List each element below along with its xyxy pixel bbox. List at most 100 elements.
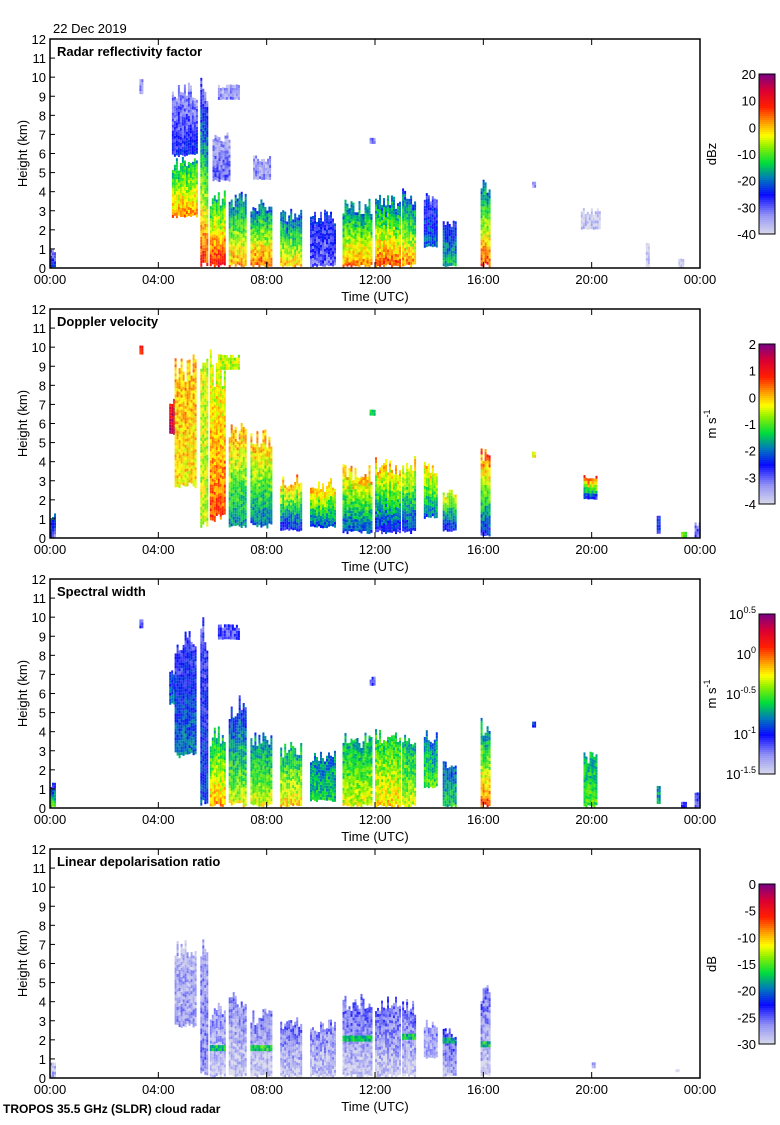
echo-cell	[443, 221, 445, 224]
echo-cell	[252, 255, 254, 258]
echo-cell	[190, 187, 192, 190]
colorbar-step	[759, 160, 775, 162]
echo-cell	[227, 148, 229, 151]
echo-cell	[222, 358, 224, 361]
echo-cell	[174, 171, 176, 174]
echo-cell	[485, 230, 487, 233]
echo-cell	[345, 215, 347, 218]
echo-cell	[218, 424, 220, 427]
echo-cell	[202, 179, 204, 182]
colorbar-step	[759, 196, 775, 198]
echo-cell	[260, 483, 262, 486]
echo-cell	[174, 198, 176, 201]
echo-cell	[210, 451, 212, 454]
echo-cell	[237, 474, 239, 477]
echo-cell	[239, 485, 241, 488]
echo-cell	[481, 245, 483, 248]
echo-cell	[265, 171, 267, 174]
echo-cell	[260, 474, 262, 477]
echo-cell	[426, 226, 428, 229]
echo-cell	[216, 212, 218, 215]
echo-cell	[280, 221, 282, 224]
echo-cell	[204, 369, 206, 372]
echo-cell	[235, 451, 237, 454]
echo-cell	[177, 415, 179, 418]
echo-cell	[353, 236, 355, 239]
echo-cell	[204, 420, 206, 423]
echo-cell	[250, 433, 252, 436]
echo-cell	[316, 252, 318, 255]
echo-cell	[361, 256, 363, 259]
echo-cell	[200, 453, 202, 456]
echo-cell	[334, 256, 336, 259]
echo-cell	[229, 256, 231, 259]
echo-cell	[181, 383, 183, 386]
colorbar-step	[759, 222, 775, 224]
echo-cell	[228, 97, 230, 100]
echo-cell	[188, 101, 190, 104]
echo-cell	[200, 180, 202, 183]
echo-cell	[365, 261, 367, 264]
echo-cell	[239, 431, 241, 434]
echo-cell	[314, 221, 316, 224]
echo-cell	[372, 138, 374, 141]
echo-cell	[381, 223, 383, 226]
echo-cell	[391, 196, 393, 199]
echo-cell	[185, 460, 187, 463]
echo-cell	[216, 227, 218, 230]
echo-cell	[487, 223, 489, 226]
echo-cell	[229, 482, 231, 485]
echo-cell	[184, 182, 186, 185]
echo-cell	[326, 250, 328, 253]
echo-cell	[200, 210, 202, 213]
echo-cell	[294, 213, 296, 216]
echo-cell	[314, 254, 316, 257]
echo-cell	[224, 404, 226, 407]
echo-cell	[220, 430, 222, 433]
echo-cell	[182, 96, 184, 99]
echo-cell	[253, 159, 255, 162]
echo-cell	[229, 146, 231, 149]
echo-cell	[262, 239, 264, 242]
echo-cell	[397, 233, 399, 236]
echo-cell	[290, 221, 292, 224]
echo-cell	[451, 260, 453, 263]
echo-cell	[252, 216, 254, 219]
echo-cell	[320, 227, 322, 230]
echo-cell	[187, 444, 189, 447]
echo-cell	[328, 236, 330, 239]
echo-cell	[182, 205, 184, 208]
echo-cell	[200, 96, 202, 99]
echo-cell	[426, 223, 428, 226]
echo-cell	[195, 377, 197, 380]
echo-cell	[349, 253, 351, 256]
echo-cell	[221, 174, 223, 177]
echo-cell	[487, 250, 489, 253]
echo-cell	[195, 371, 197, 374]
echo-cell	[179, 434, 181, 437]
echo-cell	[377, 203, 379, 206]
echo-cell	[252, 444, 254, 447]
echo-cell	[202, 239, 204, 242]
echo-cell	[175, 475, 177, 478]
echo-cell	[258, 240, 260, 243]
echo-cell	[230, 85, 232, 88]
echo-cell	[191, 394, 193, 397]
echo-cell	[185, 427, 187, 430]
echo-cell	[455, 224, 457, 227]
echo-cell	[222, 461, 224, 464]
echo-cell	[224, 374, 226, 377]
echo-cell	[296, 235, 298, 238]
echo-cell	[204, 116, 206, 119]
echo-cell	[243, 256, 245, 259]
echo-cell	[406, 199, 408, 202]
echo-cell	[177, 391, 179, 394]
echo-cell	[399, 223, 401, 226]
echo-cell	[182, 184, 184, 187]
echo-cell	[399, 241, 401, 244]
echo-cell	[202, 245, 204, 248]
echo-cell	[194, 113, 196, 116]
echo-cell	[185, 388, 187, 391]
echo-cell	[326, 211, 328, 214]
echo-cell	[210, 427, 212, 430]
